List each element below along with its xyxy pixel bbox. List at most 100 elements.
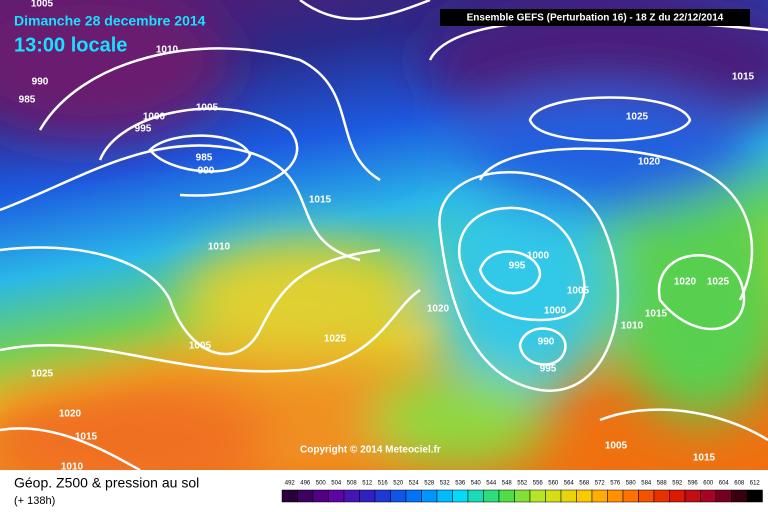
scale-swatch — [374, 489, 391, 503]
scale-swatch — [529, 489, 546, 503]
pressure-label: 985 — [19, 95, 36, 106]
pressure-label: 1015 — [75, 432, 98, 443]
scale-label: 584 — [641, 481, 652, 487]
scale-label: 496 — [300, 481, 311, 487]
scale-swatch — [560, 489, 577, 503]
scale-swatch — [390, 489, 407, 503]
scale-label: 568 — [579, 481, 590, 487]
scale-swatch — [545, 489, 562, 503]
pressure-labels: 1005101099098510051000995985990101510251… — [19, 0, 755, 473]
pressure-label: 1010 — [208, 242, 231, 253]
scale-label: 564 — [564, 481, 575, 487]
scale-label: 504 — [331, 481, 342, 487]
scale-label: 492 — [285, 481, 296, 487]
scale-label: 532 — [440, 481, 451, 487]
scale-label: 580 — [626, 481, 637, 487]
scale-label: 576 — [610, 481, 621, 487]
scale-swatch — [297, 489, 314, 503]
scale-label: 508 — [347, 481, 358, 487]
scale-swatch — [622, 489, 639, 503]
scale-label: 520 — [393, 481, 404, 487]
scale-swatch — [452, 489, 469, 503]
scale-swatch — [653, 489, 670, 503]
pressure-label: 1005 — [189, 341, 212, 352]
scale-label: 516 — [378, 481, 389, 487]
pressure-label: 990 — [538, 337, 555, 348]
pressure-label: 1010 — [61, 462, 84, 473]
scale-label: 600 — [703, 481, 714, 487]
scale-label: 556 — [533, 481, 544, 487]
pressure-label: 1000 — [527, 251, 550, 262]
scale-label: 588 — [657, 481, 668, 487]
pressure-label: 1005 — [605, 441, 628, 452]
pressure-label: 1015 — [309, 195, 332, 206]
scale-label: 592 — [672, 481, 683, 487]
pressure-label: 985 — [196, 153, 213, 164]
model-box — [440, 9, 750, 26]
scale-label: 604 — [719, 481, 730, 487]
scale-label: 552 — [517, 481, 528, 487]
scale-label: 524 — [409, 481, 420, 487]
scale-swatch — [700, 489, 717, 503]
scale-label: 512 — [362, 481, 373, 487]
footer-title: Géop. Z500 & pression au sol — [14, 475, 199, 491]
pressure-label: 1005 — [567, 286, 590, 297]
scale-label: 572 — [595, 481, 606, 487]
scale-label: 544 — [486, 481, 497, 487]
pressure-label: 1010 — [156, 45, 179, 56]
pressure-label: 1020 — [638, 157, 661, 168]
scale-swatch — [436, 489, 453, 503]
time: 13:00 locale — [14, 34, 127, 56]
pressure-label: 1015 — [645, 309, 668, 320]
pressure-label: 1025 — [707, 277, 730, 288]
scale-swatch — [607, 489, 624, 503]
footer-lead: (+ 138h) — [14, 495, 55, 507]
scale-swatch — [405, 489, 422, 503]
scale-swatch — [328, 489, 345, 503]
scale-label: 528 — [424, 481, 435, 487]
scale-label: 596 — [688, 481, 699, 487]
pressure-label: 1000 — [143, 112, 166, 123]
scale-swatch — [498, 489, 515, 503]
scale-swatch — [638, 489, 655, 503]
scale-label: 540 — [471, 481, 482, 487]
scale-swatch — [576, 489, 593, 503]
scale-swatch — [483, 489, 500, 503]
pressure-label: 1005 — [196, 103, 219, 114]
model-info: Ensemble GEFS (Perturbation 16) - 18 Z d… — [467, 13, 724, 24]
scale-label: 608 — [734, 481, 745, 487]
pressure-label: 1020 — [427, 304, 450, 315]
scale-swatch — [343, 489, 360, 503]
scale-swatch — [312, 489, 329, 503]
pressure-label: 1020 — [59, 409, 82, 420]
copyright: Copyright © 2014 Meteociel.fr — [300, 445, 441, 456]
scale-swatch — [514, 489, 531, 503]
pressure-label: 990 — [32, 77, 49, 88]
scale-label: 560 — [548, 481, 559, 487]
color-scale: 492 496 500 504 508 512 516 520 524 528 532 536 540 5… — [281, 481, 763, 503]
pressure-label: 1015 — [732, 72, 755, 83]
scale-swatch — [467, 489, 484, 503]
scale-label: 548 — [502, 481, 513, 487]
pressure-label: 1025 — [626, 112, 649, 123]
scale-swatch — [731, 489, 748, 503]
pressure-label: 1005 — [31, 0, 54, 10]
scale-swatch — [591, 489, 608, 503]
pressure-label: 1000 — [544, 306, 567, 317]
scale-label: 612 — [750, 481, 761, 487]
scale-swatch — [746, 489, 763, 503]
pressure-label: 995 — [540, 364, 557, 375]
scale-swatch — [715, 489, 732, 503]
scale-label: 500 — [316, 481, 327, 487]
pressure-label: 995 — [135, 124, 152, 135]
scale-label: 536 — [455, 481, 466, 487]
map-field — [0, 0, 768, 500]
scale-swatch — [684, 489, 701, 503]
pressure-label: 1025 — [31, 369, 54, 380]
pressure-label: 990 — [198, 166, 215, 177]
pressure-label: 1020 — [674, 277, 697, 288]
date: Dimanche 28 decembre 2014 — [14, 13, 206, 29]
pressure-label: 1015 — [693, 453, 716, 464]
scale-swatch — [359, 489, 376, 503]
